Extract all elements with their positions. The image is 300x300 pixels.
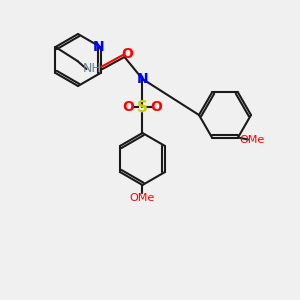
Text: OMe: OMe: [239, 134, 265, 145]
Text: O: O: [122, 47, 134, 61]
Text: O: O: [151, 100, 162, 114]
Text: NH: NH: [83, 62, 102, 76]
Text: OMe: OMe: [130, 193, 155, 203]
Text: S: S: [137, 100, 148, 115]
Text: N: N: [137, 72, 148, 86]
Text: N: N: [93, 40, 104, 54]
Text: O: O: [122, 100, 134, 114]
